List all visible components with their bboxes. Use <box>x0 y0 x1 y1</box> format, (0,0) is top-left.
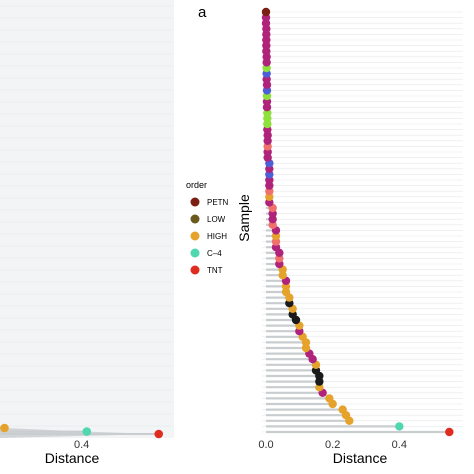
legend-label: LOW <box>207 215 226 224</box>
left-plot-background <box>0 0 174 438</box>
right-panel: 0.0 0.2 0.4 Sample Distance <box>236 0 463 466</box>
area-under-curve <box>0 350 159 438</box>
data-point <box>325 394 334 403</box>
legend-label: TNT <box>207 266 223 275</box>
right-marks <box>261 7 454 437</box>
legend-label: HIGH <box>207 232 227 241</box>
right-y-axis-title: Sample <box>236 194 252 242</box>
x-tick-label: 0.2 <box>325 439 340 451</box>
data-point <box>395 422 404 431</box>
legend-key-petn <box>190 197 200 207</box>
legend-key-c-4 <box>190 248 200 258</box>
x-tick-label: 0.0 <box>258 439 273 451</box>
data-point <box>154 429 164 439</box>
legend-label: C–4 <box>207 249 222 258</box>
data-point <box>445 427 454 437</box>
data-point <box>82 427 92 436</box>
right-x-ticks: 0.0 0.2 0.4 <box>258 439 407 451</box>
x-tick-label: 0.4 <box>392 439 407 451</box>
legend-title: order <box>186 180 207 190</box>
legend-key-low <box>190 214 200 224</box>
legend-key-tnt <box>190 265 200 275</box>
data-point <box>0 423 9 433</box>
left-grid <box>0 5 174 438</box>
left-marks <box>0 423 164 439</box>
legend-label: PETN <box>207 198 229 207</box>
data-point <box>261 7 271 17</box>
legend-items: PETN LOW HIGH C–4 TNT <box>190 197 229 275</box>
right-x-axis-title: Distance <box>333 450 388 466</box>
legend-key-high <box>190 231 200 241</box>
data-point <box>338 405 347 414</box>
legend: order PETN LOW HIGH C–4 TNT <box>186 180 229 275</box>
panel-label: a <box>198 4 207 21</box>
left-x-ticks: 0.20.4 <box>74 439 89 451</box>
left-x-axis-title: Distance <box>45 450 100 466</box>
x-tick-label: 0.4 <box>74 439 89 451</box>
left-panel: 0.20.4 Distance <box>0 0 174 466</box>
